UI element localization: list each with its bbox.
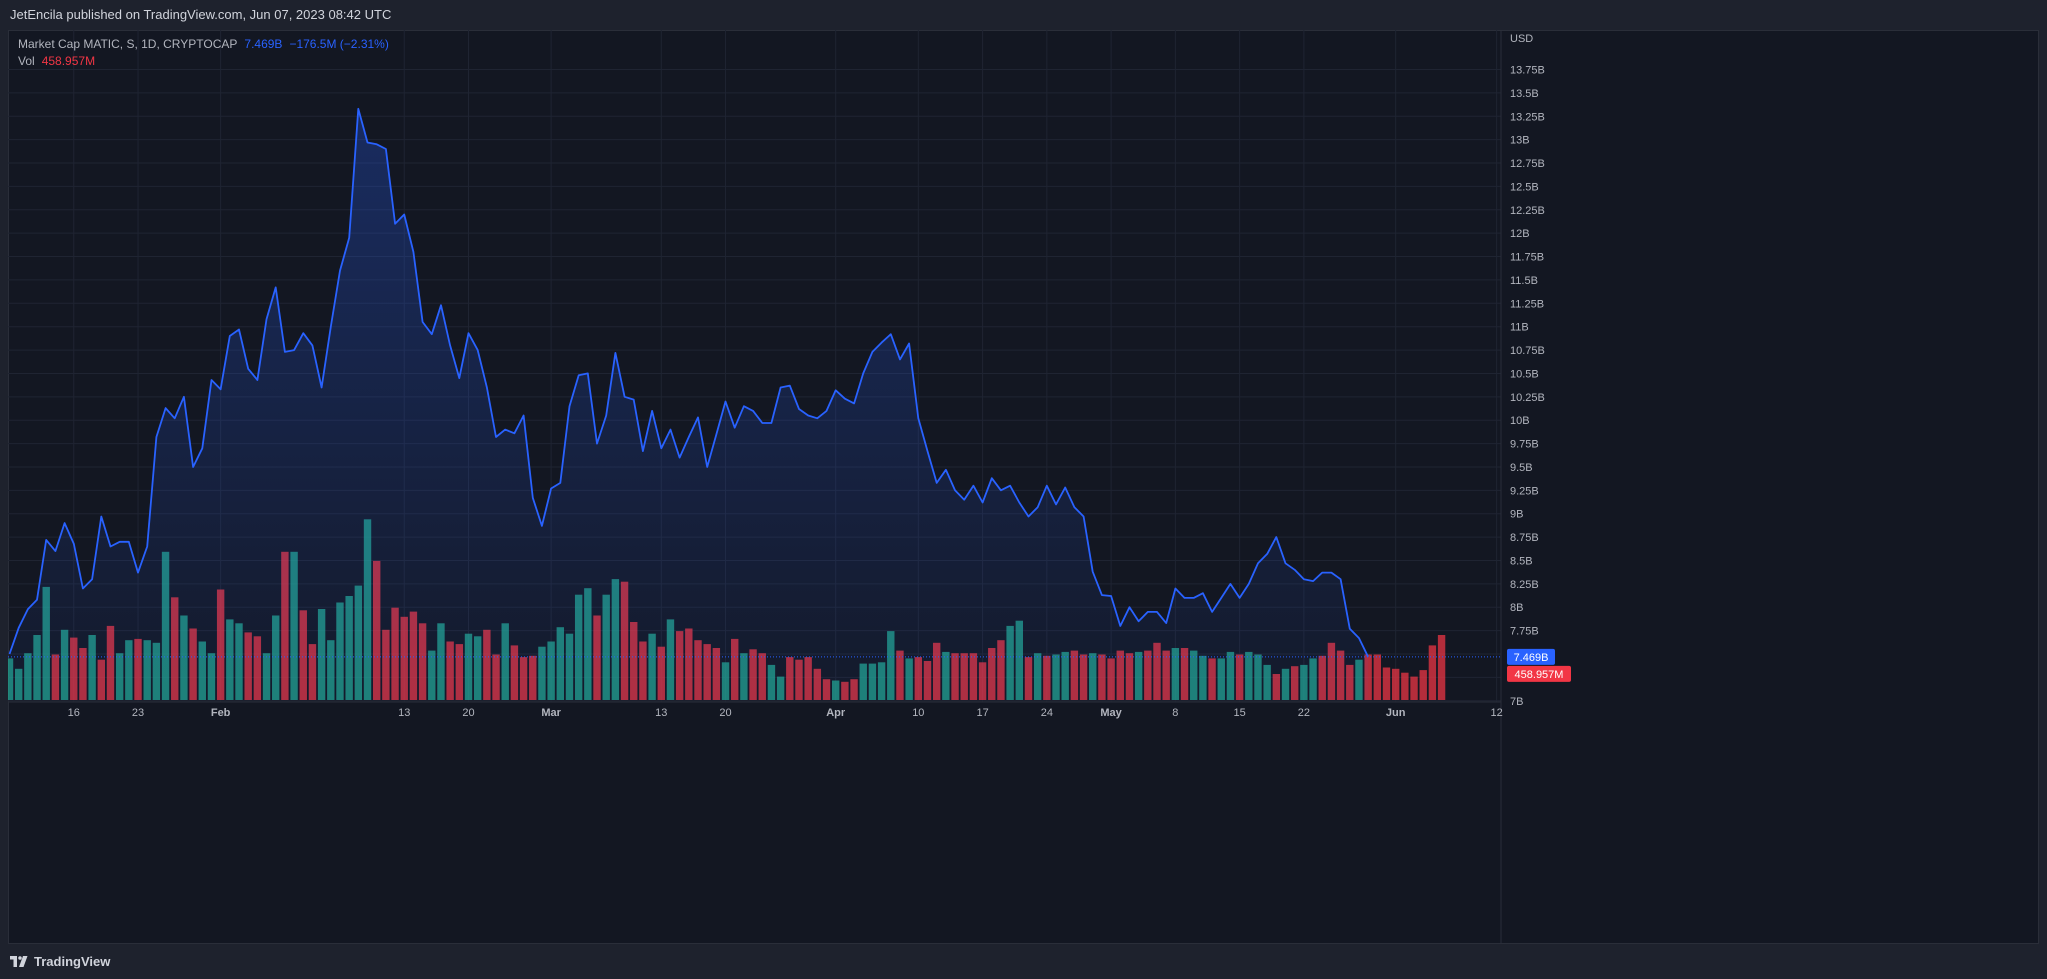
bottom-bar xyxy=(0,944,2047,979)
chart-legend: Market Cap MATIC, S, 1D, CRYPTOCAP 7.469… xyxy=(18,36,389,70)
price-axis-tick-label: 7.75B xyxy=(1510,626,1539,638)
tradingview-logo-icon xyxy=(10,956,28,967)
price-axis-tick-label: 9B xyxy=(1510,509,1523,521)
price-axis-tick-label: 10.75B xyxy=(1510,345,1545,357)
volume-bar xyxy=(1437,635,1446,700)
legend-symbol-title[interactable]: Market Cap MATIC, S, 1D, CRYPTOCAP xyxy=(18,37,238,51)
time-axis-tick-label: 13 xyxy=(398,707,410,719)
time-axis-tick-label: 24 xyxy=(1041,707,1053,719)
volume-bar xyxy=(1382,667,1391,700)
tradingview-brand: TradingView xyxy=(34,954,111,969)
time-axis-tick-label: 12 xyxy=(1491,707,1503,719)
price-axis-tick-label: 8B xyxy=(1510,602,1523,614)
time-axis-tick-label: May xyxy=(1100,707,1122,719)
volume-bar xyxy=(1373,654,1382,700)
time-axis-tick-label: 10 xyxy=(912,707,924,719)
price-axis-tick-label: 11B xyxy=(1510,322,1529,334)
price-axis-tick-label: 12.5B xyxy=(1510,181,1539,193)
legend-last-value: 7.469B xyxy=(244,37,283,51)
price-axis-tick-label: 8.25B xyxy=(1510,579,1539,591)
tradingview-logo[interactable]: TradingView xyxy=(10,954,110,969)
volume-bar xyxy=(1391,668,1400,700)
price-area xyxy=(8,107,1369,701)
time-axis-tick-label: Mar xyxy=(541,707,561,719)
price-axis-tick-label: 7B xyxy=(1510,696,1523,708)
time-axis-tick-label: 22 xyxy=(1298,707,1310,719)
legend-vol-value: 458.957M xyxy=(41,54,96,68)
price-axis-tick-label: 12.25B xyxy=(1510,205,1545,217)
price-axis-tick-label: 12.75B xyxy=(1510,158,1545,170)
price-chart[interactable]: USD 13.75B 13.5B 13.25B 13B 12.75B 12.5B 12.25B… xyxy=(8,30,2039,944)
currency-label: USD xyxy=(1510,33,1533,45)
price-axis-tick-label: 11.25B xyxy=(1510,298,1544,310)
price-axis-tick-label: 10B xyxy=(1510,415,1530,427)
price-area-fill xyxy=(9,108,1369,701)
time-axis-tick-label: 17 xyxy=(976,707,988,719)
volume-bar xyxy=(1419,670,1427,700)
price-axis-tick-label: 13.25B xyxy=(1510,111,1545,123)
price-axis-tick-label: 11.5B xyxy=(1510,275,1538,287)
time-axis-tick-label: 13 xyxy=(655,707,667,719)
time-axis-tick-label: Apr xyxy=(826,707,846,719)
publish-info: JetEncila published on TradingView.com, … xyxy=(10,7,392,22)
time-axis-tick-label: 23 xyxy=(132,707,144,719)
volume-bar xyxy=(1428,645,1437,700)
time-axis-tick-label: 20 xyxy=(462,707,474,719)
price-axis-tick-label: 11.75B xyxy=(1510,252,1544,264)
last-price-tag-text: 7.469B xyxy=(1514,652,1549,664)
price-axis-tick-label: 10.25B xyxy=(1510,392,1545,404)
price-axis-tick-label: 8.75B xyxy=(1510,532,1539,544)
price-axis-tick-label: 9.75B xyxy=(1510,439,1539,451)
price-axis[interactable]: USD 13.75B 13.5B 13.25B 13B 12.75B 12.5B 12.25B… xyxy=(1500,30,1571,944)
price-axis-tick-label: 13.5B xyxy=(1510,88,1539,100)
time-axis-tick-label: 16 xyxy=(68,707,80,719)
time-axis-tick-label: Jun xyxy=(1386,707,1406,719)
time-axis-tick-label: 15 xyxy=(1233,707,1245,719)
last-volume-tag-text: 458.957M xyxy=(1515,669,1564,681)
volume-bar xyxy=(1401,672,1409,700)
time-axis-tick-label: 8 xyxy=(1172,707,1178,719)
time-axis-tick-label: Feb xyxy=(211,707,231,719)
top-bar: JetEncila published on TradingView.com, … xyxy=(0,0,2047,30)
volume-bar xyxy=(1364,654,1372,700)
price-axis-tick-label: 13B xyxy=(1510,135,1530,147)
time-axis-tick-label: 20 xyxy=(719,707,731,719)
price-line-series xyxy=(8,107,1369,658)
price-axis-tick-label: 9.5B xyxy=(1510,462,1533,474)
last-price-tag xyxy=(1507,648,1555,665)
last-volume-tag xyxy=(1507,665,1571,682)
legend-vol-label[interactable]: Vol xyxy=(18,54,35,68)
time-axis[interactable]: 16 23 Feb 13 20 Mar 13 20 Apr 10 17 24 May 8 15 22 Jun 12 xyxy=(8,701,1503,719)
price-axis-tick-label: 9.25B xyxy=(1510,485,1539,497)
price-axis-tick-label: 12B xyxy=(1510,228,1530,240)
price-axis-tick-label: 10.5B xyxy=(1510,368,1539,380)
price-axis-tick-label: 13.75B xyxy=(1510,65,1545,77)
legend-change: −176.5M (−2.31%) xyxy=(289,37,389,51)
volume-bar xyxy=(1410,676,1418,700)
price-axis-tick-label: 8.5B xyxy=(1510,555,1533,567)
